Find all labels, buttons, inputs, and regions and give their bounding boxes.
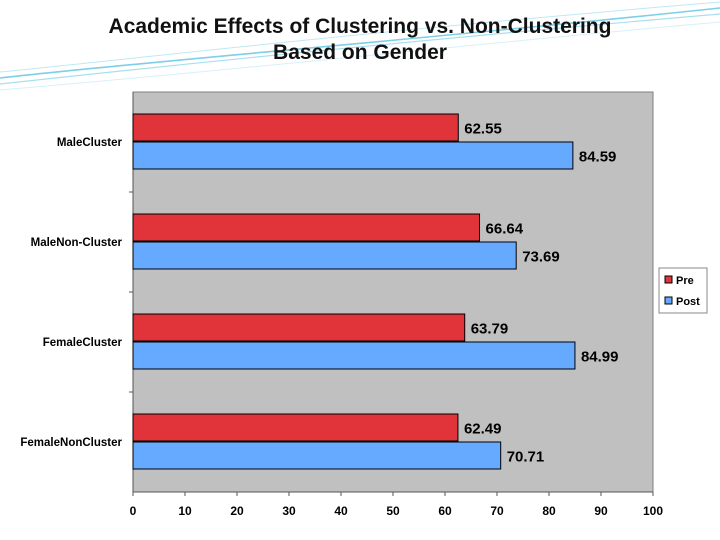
x-tick-label: 60: [438, 504, 452, 518]
data-label-pre-3: 62.49: [464, 421, 502, 438]
x-tick-label: 100: [643, 504, 663, 518]
x-tick-label: 50: [386, 504, 400, 518]
x-tick-label: 0: [130, 504, 137, 518]
bar-pre-3: [132, 413, 459, 442]
x-tick-label: 80: [542, 504, 556, 518]
title-line-2: Based on Gender: [273, 41, 447, 64]
data-label-pre-0: 62.55: [464, 121, 502, 138]
bar-post-3: [132, 441, 502, 470]
slide-decoration: [0, 1, 720, 91]
title-line-1: Academic Effects of Clustering vs. Non-C…: [108, 15, 612, 38]
data-label-post-2: 84.99: [581, 349, 619, 366]
chart-title: Academic Effects of Clustering vs. Non-C…: [60, 14, 660, 66]
category-label-0: MaleCluster: [57, 137, 123, 149]
data-label-post-0: 84.59: [579, 149, 617, 166]
category-label-1: MaleNon-Cluster: [31, 237, 123, 249]
bar-pre-2: [132, 313, 466, 342]
bar-post-0: [132, 141, 574, 170]
category-label-2: FemaleCluster: [43, 337, 123, 349]
x-tick-label: 90: [594, 504, 608, 518]
legend-swatch-post: [664, 296, 673, 305]
x-tick-label: 70: [490, 504, 504, 518]
x-tick-label: 10: [178, 504, 192, 518]
category-label-3: FemaleNonCluster: [20, 437, 122, 449]
legend: Pre Post: [658, 267, 708, 314]
data-label-pre-2: 63.79: [471, 321, 509, 338]
bar-pre-0: [132, 113, 459, 142]
data-label-pre-1: 66.64: [486, 221, 524, 238]
legend-swatch-pre: [664, 275, 673, 284]
data-label-post-1: 73.69: [522, 249, 560, 266]
legend-label-pre: Pre: [676, 275, 694, 287]
bar-pre-1: [132, 213, 481, 242]
x-tick-label: 40: [334, 504, 348, 518]
data-label-post-3: 70.71: [507, 449, 545, 466]
legend-label-post: Post: [676, 296, 700, 308]
x-tick-label: 20: [230, 504, 244, 518]
x-tick-label: 30: [282, 504, 296, 518]
bar-post-1: [132, 241, 517, 270]
bar-post-2: [132, 341, 576, 370]
